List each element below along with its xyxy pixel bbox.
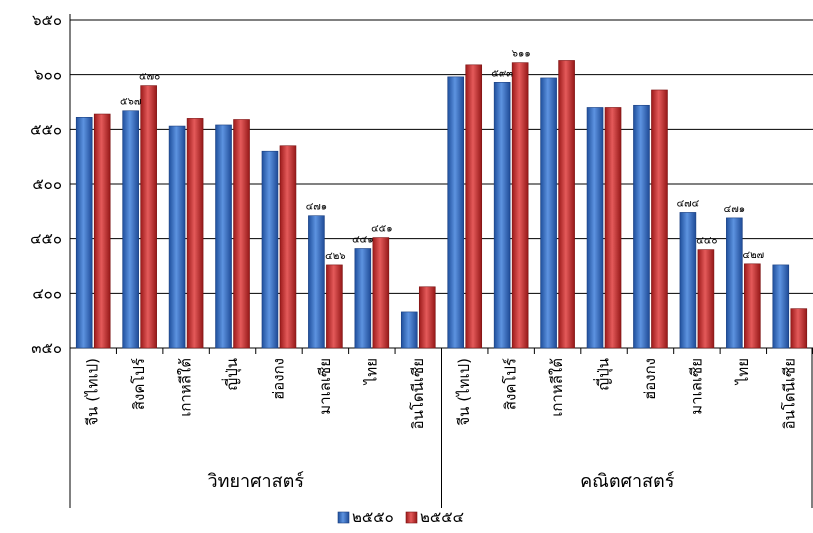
category-label: ไทย	[362, 358, 380, 385]
data-label: ๔๒๖	[325, 251, 346, 262]
bar-science-2554	[280, 146, 296, 348]
bar-science-2554	[373, 238, 389, 348]
bar-math-2554	[651, 90, 667, 348]
category-label: ญี่ปุ่น	[221, 358, 242, 391]
category-label: สิงคโปร์	[502, 358, 520, 410]
legend-swatch-2554	[406, 512, 417, 523]
legend-label: ๒๕๕๐	[352, 508, 394, 526]
bar-science-2550	[401, 312, 417, 348]
category-label: จีน (ไทเป)	[84, 358, 102, 426]
data-label: ๕๗๐	[139, 72, 160, 83]
category-label: ญี่ปุ่น	[593, 358, 614, 391]
bar-math-2550	[494, 82, 510, 348]
bar-science-2554	[234, 119, 250, 348]
y-tick-label: ๔๕๐	[30, 230, 62, 248]
category-label: ฮ่องกง	[641, 358, 659, 400]
bar-math-2554	[605, 107, 621, 348]
y-tick-label: ๕๐๐	[32, 175, 62, 193]
category-label: อินโดนีเซีย	[409, 358, 427, 429]
data-label: ๔๒๗	[743, 250, 765, 261]
data-label: ๔๕๑	[371, 224, 392, 235]
y-tick-label: ๖๐๐	[34, 66, 62, 84]
data-label: ๔๗๑	[724, 204, 745, 215]
data-label: ๔๔๐	[696, 236, 717, 247]
bar-math-2554	[744, 264, 760, 348]
data-label: ๖๑๑	[512, 49, 531, 60]
bar-math-2554	[559, 60, 575, 348]
bar-science-2554	[187, 118, 203, 348]
bar-science-2554	[141, 86, 157, 348]
legend-label: ๒๕๕๔	[420, 508, 464, 526]
data-label: ๔๗๑	[306, 202, 327, 213]
category-label: มาเลเซีย	[687, 358, 705, 415]
bar-math-2554	[698, 250, 714, 348]
group-label: วิทยาศาสตร์	[207, 471, 304, 492]
bar-math-2550	[773, 265, 789, 348]
data-label: ๔๔๑	[352, 235, 373, 246]
bar-math-2554	[512, 63, 528, 348]
legend-swatch-2550	[338, 512, 349, 523]
bar-math-2550	[726, 218, 742, 348]
bar-math-2550	[587, 107, 603, 348]
y-tick-label: ๔๐๐	[32, 284, 62, 302]
bar-science-2550	[123, 111, 139, 348]
category-label: อินโดนีเซีย	[780, 358, 798, 429]
data-label: ๕๙๓	[491, 68, 513, 79]
bar-science-2554	[419, 287, 435, 348]
bar-science-2554	[94, 114, 110, 348]
bar-science-2554	[326, 265, 342, 348]
category-label: เกาหลีใต้	[177, 358, 195, 417]
legend: ๒๕๕๐ ๒๕๕๔	[338, 508, 464, 526]
category-label: ไทย	[734, 358, 752, 385]
bar-math-2550	[448, 77, 464, 348]
y-tick-label: ๖๕๐	[32, 11, 62, 29]
y-tick-label: ๓๕๐	[31, 339, 62, 357]
bar-science-2550	[308, 216, 324, 348]
data-label: ๔๗๔	[677, 198, 700, 209]
category-label: จีน (ไทเป)	[455, 358, 473, 426]
category-label: สิงคโปร์	[130, 358, 148, 410]
bar-science-2550	[355, 249, 371, 348]
y-tick-label: ๕๕๐	[30, 120, 62, 138]
bar-science-2550	[216, 125, 232, 348]
group-label: คณิตศาสตร์	[580, 471, 675, 492]
category-label: เกาหลีใต้	[548, 358, 566, 417]
bar-math-2550	[633, 105, 649, 348]
data-label: ๕๖๗	[120, 97, 141, 108]
bar-math-2554	[791, 309, 807, 348]
category-label: ฮ่องกง	[269, 358, 287, 400]
category-label: มาเลเซีย	[316, 358, 334, 415]
bar-science-2550	[169, 126, 185, 348]
bar-math-2550	[680, 212, 696, 348]
bar-science-2550	[76, 117, 92, 348]
bar-science-2550	[262, 151, 278, 348]
bar-math-2550	[541, 78, 557, 348]
bar-math-2554	[466, 65, 482, 348]
